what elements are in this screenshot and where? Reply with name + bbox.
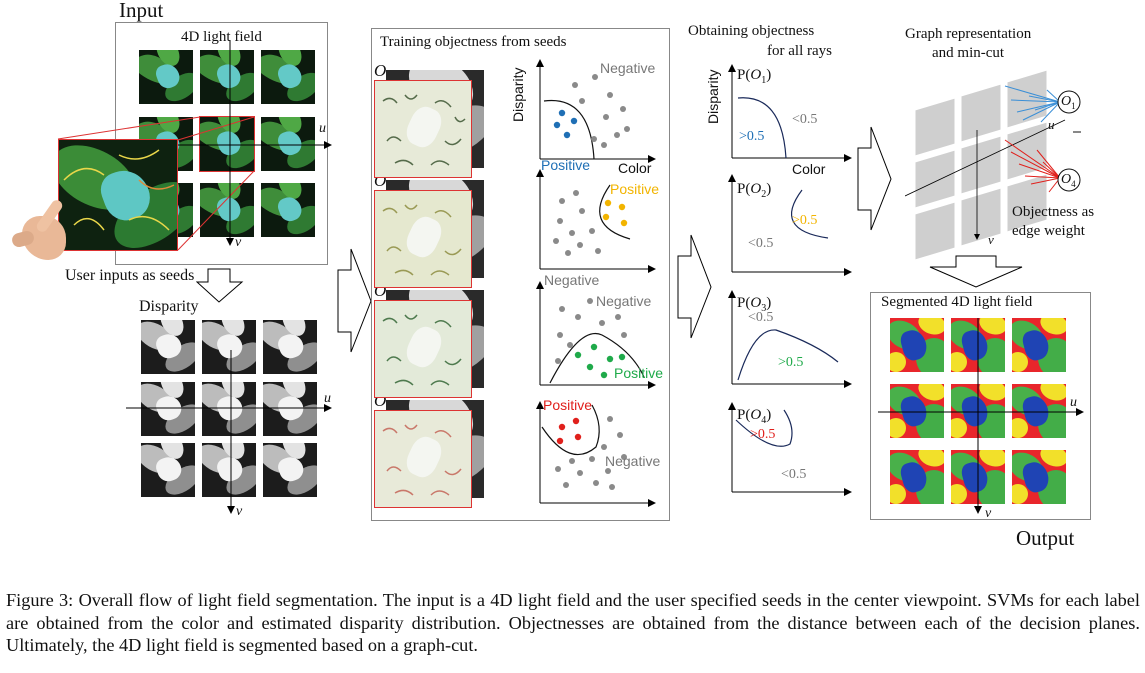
light-field-view	[261, 50, 315, 104]
axis-v-disparity: v	[236, 504, 243, 519]
training-scatter-plots	[536, 59, 656, 507]
objectness-row-3-label: P(O3)	[737, 295, 772, 314]
graph-title-1: Graph representation	[905, 26, 1032, 42]
axis-u-disparity: u	[324, 391, 331, 406]
light-field-view	[261, 183, 315, 237]
training-ylabel: Disparity	[510, 67, 526, 122]
training-row-2-positive: Positive	[610, 181, 660, 197]
objectness-row-4-lo: <0.5	[781, 467, 807, 482]
light-field-view	[139, 50, 193, 104]
segmented-axis-v: v	[985, 506, 992, 521]
graph-axis-v: v	[988, 232, 994, 247]
center-view-zoom	[58, 139, 178, 251]
training-row-1-negative: Negative	[600, 60, 656, 76]
light-field-view-center	[199, 116, 255, 172]
objectness-row-2-lo: <0.5	[748, 236, 774, 251]
right-arrow-icon	[857, 126, 892, 231]
training-row-4-negative: Negative	[605, 453, 661, 469]
disparity-label: Disparity	[139, 298, 199, 315]
objectness-row-2-label: P(O2)	[737, 181, 772, 200]
objectness-row-3-lo: <0.5	[748, 310, 774, 325]
right-arrow-icon	[337, 248, 372, 353]
training-xlabel: Color	[618, 160, 652, 176]
light-field-view	[261, 117, 315, 171]
training-row-1-positive: Positive	[541, 157, 591, 173]
figure-caption: Figure 3: Overall flow of light field se…	[6, 590, 1140, 655]
objectness-row-1-lo: <0.5	[792, 112, 818, 127]
user-seeds-label: User inputs as seeds	[65, 267, 195, 284]
output-label: Output	[1016, 526, 1075, 550]
objectness-row-1-label: P(O1)	[737, 67, 772, 86]
light-field-label: 4D light field	[181, 29, 262, 45]
objectness-title-1: Obtaining objectness	[688, 23, 815, 39]
segmented-axes	[878, 318, 1084, 514]
objectness-title-2: for all rays	[767, 43, 832, 59]
seed-image-3	[374, 290, 484, 400]
training-row-2-negative: Negative	[544, 272, 600, 288]
segmented-label: Segmented 4D light field	[881, 294, 1033, 310]
segmented-axis-u: u	[1070, 395, 1077, 410]
training-row-3-negative: Negative	[596, 293, 652, 309]
graph-node-1: O1	[1061, 94, 1076, 111]
graph-representation	[905, 69, 1081, 260]
objectness-row-2-hi: >0.5	[792, 213, 818, 228]
input-label: Input	[119, 0, 164, 22]
training-row-4-positive: Positive	[543, 397, 593, 413]
graph-node-4: O4	[1061, 172, 1076, 189]
graph-title-2: and min-cut	[932, 45, 1005, 61]
objectness-row-4-hi: >0.5	[750, 427, 776, 442]
objectness-row-4-label: P(O4)	[737, 407, 772, 426]
objectness-row-3-hi: >0.5	[778, 355, 804, 370]
down-arrow-icon	[196, 268, 244, 303]
disparity-axes	[126, 350, 332, 514]
objectness-plots	[728, 64, 852, 496]
down-arrow-icon	[929, 255, 1023, 288]
graph-axis-u: u	[1048, 117, 1055, 132]
right-arrow-icon	[677, 234, 712, 339]
objectness-row-1-hi: >0.5	[739, 129, 765, 144]
seed-image-1	[374, 70, 484, 180]
seed-image-4	[374, 400, 484, 510]
seed-image-2	[374, 180, 484, 290]
light-field-view	[200, 183, 254, 237]
axis-v-input: v	[235, 235, 242, 250]
objectness-xlabel: Color	[792, 161, 826, 177]
training-row-3-positive: Positive	[614, 365, 664, 381]
training-title: Training objectness from seeds	[380, 34, 567, 50]
edge-weight-label-1: Objectness as	[1012, 204, 1095, 220]
edge-weight-label-2: edge weight	[1012, 223, 1085, 239]
axis-u-input: u	[319, 121, 326, 136]
hand-icon	[8, 196, 70, 266]
objectness-ylabel: Disparity	[705, 69, 721, 124]
light-field-view	[200, 50, 254, 104]
